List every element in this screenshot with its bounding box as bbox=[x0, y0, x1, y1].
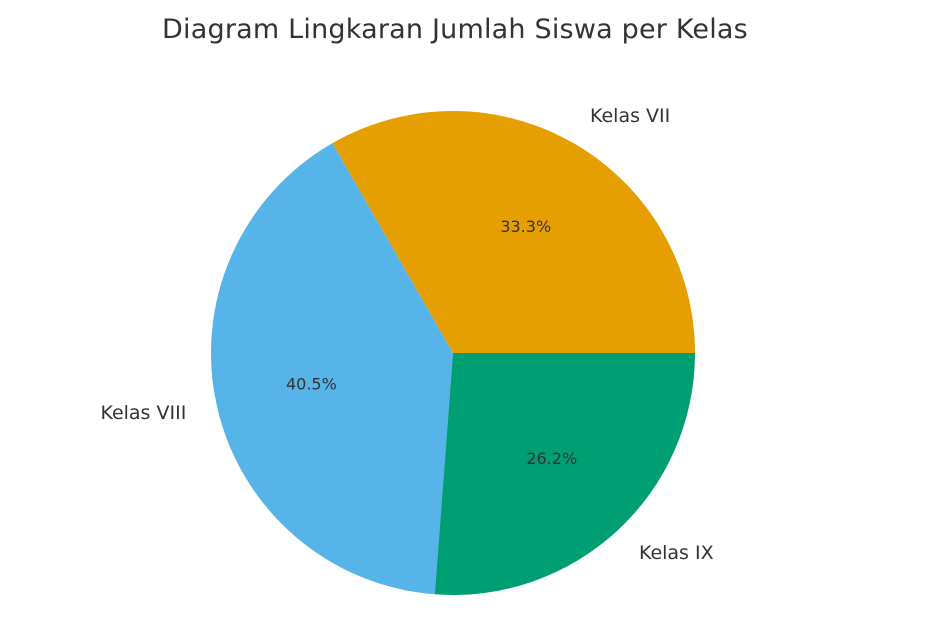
pie-slice-kelas-ix bbox=[434, 353, 695, 595]
slice-label: Kelas VII bbox=[590, 105, 670, 127]
slice-label: Kelas VIII bbox=[100, 402, 186, 424]
slice-percentage-label: 40.5% bbox=[286, 375, 337, 394]
slice-percentage-label: 26.2% bbox=[526, 449, 577, 468]
pie-slice-kelas-viii bbox=[210, 143, 453, 595]
slice-percentage-label: 33.3% bbox=[500, 217, 551, 236]
pie-slice-kelas-vii bbox=[332, 110, 695, 353]
chart-title: Diagram Lingkaran Jumlah Siswa per Kelas bbox=[162, 14, 748, 45]
slice-label: Kelas IX bbox=[639, 542, 714, 564]
